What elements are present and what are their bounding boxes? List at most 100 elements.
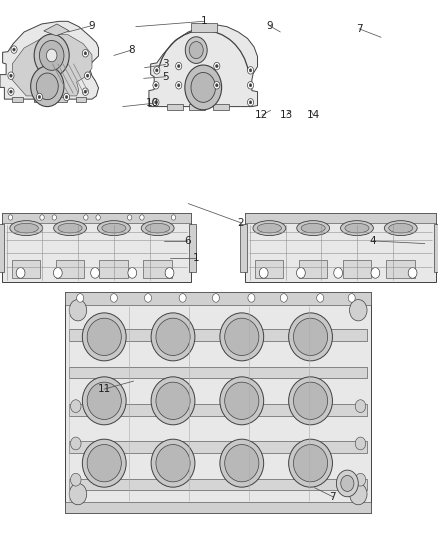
- Circle shape: [179, 294, 186, 302]
- Ellipse shape: [389, 223, 413, 233]
- Circle shape: [176, 82, 182, 89]
- Ellipse shape: [293, 318, 328, 356]
- Circle shape: [8, 88, 14, 95]
- Circle shape: [189, 42, 203, 59]
- Circle shape: [31, 66, 64, 107]
- Bar: [299, 260, 327, 278]
- Bar: [69, 329, 367, 341]
- Ellipse shape: [385, 221, 417, 236]
- Circle shape: [191, 72, 215, 102]
- Ellipse shape: [297, 221, 330, 236]
- Circle shape: [140, 215, 144, 220]
- Ellipse shape: [225, 382, 259, 419]
- Text: 11: 11: [98, 384, 111, 394]
- Ellipse shape: [14, 223, 38, 233]
- Circle shape: [214, 62, 220, 70]
- Circle shape: [96, 215, 100, 220]
- Bar: [343, 260, 371, 278]
- Circle shape: [185, 37, 207, 63]
- Bar: [65, 502, 371, 513]
- Bar: [143, 260, 172, 278]
- Ellipse shape: [220, 377, 264, 425]
- Circle shape: [334, 268, 343, 278]
- Circle shape: [155, 69, 158, 72]
- Text: 9: 9: [266, 21, 273, 30]
- Bar: [245, 213, 436, 282]
- Circle shape: [247, 99, 254, 106]
- Bar: [245, 213, 436, 223]
- Text: 5: 5: [162, 72, 169, 82]
- Bar: [386, 260, 415, 278]
- Text: 1: 1: [200, 17, 207, 26]
- Bar: [12, 97, 23, 102]
- Text: 1: 1: [193, 253, 200, 263]
- Circle shape: [355, 437, 366, 450]
- Circle shape: [10, 90, 12, 93]
- Text: 3: 3: [162, 60, 169, 69]
- Circle shape: [297, 268, 305, 278]
- Ellipse shape: [293, 382, 328, 419]
- Circle shape: [34, 34, 69, 77]
- Ellipse shape: [225, 318, 259, 356]
- Ellipse shape: [289, 377, 332, 425]
- Circle shape: [171, 215, 176, 220]
- Bar: [167, 104, 183, 110]
- Circle shape: [64, 93, 70, 101]
- Circle shape: [77, 294, 84, 302]
- Circle shape: [71, 437, 81, 450]
- Circle shape: [36, 73, 58, 100]
- Ellipse shape: [58, 223, 82, 233]
- Bar: [69, 367, 367, 378]
- Bar: [240, 224, 247, 272]
- Circle shape: [40, 215, 44, 220]
- Bar: [2, 213, 191, 282]
- Circle shape: [350, 483, 367, 505]
- Circle shape: [127, 215, 132, 220]
- Circle shape: [215, 84, 218, 87]
- Circle shape: [249, 69, 252, 72]
- Circle shape: [215, 64, 218, 68]
- Circle shape: [145, 294, 152, 302]
- Ellipse shape: [258, 223, 282, 233]
- Circle shape: [155, 101, 157, 104]
- Circle shape: [53, 268, 62, 278]
- Bar: [434, 224, 438, 272]
- Bar: [56, 97, 67, 102]
- Circle shape: [84, 215, 88, 220]
- Circle shape: [82, 88, 88, 95]
- Circle shape: [153, 82, 159, 89]
- Circle shape: [13, 48, 15, 51]
- Circle shape: [71, 473, 81, 486]
- Circle shape: [82, 50, 88, 57]
- Circle shape: [71, 400, 81, 413]
- Bar: [56, 260, 84, 278]
- Circle shape: [249, 101, 252, 104]
- Text: 12: 12: [255, 110, 268, 120]
- Circle shape: [248, 294, 255, 302]
- Ellipse shape: [293, 445, 328, 482]
- Circle shape: [371, 268, 380, 278]
- Text: 8: 8: [128, 45, 135, 55]
- Ellipse shape: [225, 445, 259, 482]
- Ellipse shape: [87, 382, 121, 419]
- Circle shape: [355, 400, 366, 413]
- Text: 6: 6: [184, 236, 191, 246]
- Circle shape: [11, 46, 17, 53]
- Circle shape: [86, 74, 89, 77]
- Polygon shape: [0, 21, 99, 99]
- Ellipse shape: [102, 223, 126, 233]
- Ellipse shape: [87, 445, 121, 482]
- Ellipse shape: [82, 377, 126, 425]
- Circle shape: [214, 82, 220, 89]
- Circle shape: [212, 294, 219, 302]
- Text: 10: 10: [146, 99, 159, 108]
- Circle shape: [280, 294, 287, 302]
- Ellipse shape: [301, 223, 325, 233]
- Text: 7: 7: [356, 24, 363, 34]
- Circle shape: [177, 84, 180, 87]
- Circle shape: [355, 473, 366, 486]
- Bar: [65, 292, 371, 513]
- Ellipse shape: [87, 318, 121, 356]
- Circle shape: [10, 74, 12, 77]
- Ellipse shape: [253, 221, 286, 236]
